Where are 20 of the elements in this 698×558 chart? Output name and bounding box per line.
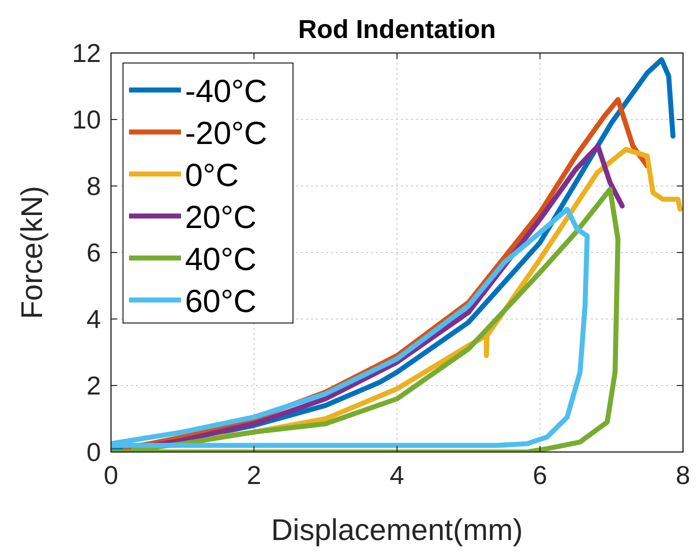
- y-tick-label: 0: [86, 437, 101, 467]
- x-axis-title: Displacement(mm): [271, 514, 523, 547]
- legend-label: 20°C: [185, 199, 256, 235]
- y-tick-label: 2: [86, 370, 101, 400]
- legend-label: 60°C: [185, 283, 256, 319]
- y-tick-label: 10: [72, 104, 101, 134]
- legend-label: -40°C: [185, 73, 268, 109]
- legend-label: -20°C: [185, 115, 268, 151]
- chart-title: Rod Indentation: [298, 14, 496, 44]
- y-tick-label: 6: [86, 238, 101, 268]
- x-tick-label: 6: [532, 460, 548, 490]
- y-tick-label: 8: [86, 171, 101, 201]
- legend-label: 40°C: [185, 241, 256, 277]
- x-tick-label: 8: [676, 460, 690, 490]
- y-axis-title: Force(kN): [16, 186, 49, 320]
- x-tick-label: 4: [390, 460, 404, 490]
- y-tick-label: 12: [72, 38, 101, 68]
- legend-label: 0°C: [185, 157, 239, 193]
- y-tick-label: 4: [86, 304, 101, 334]
- x-tick-label: 2: [246, 460, 262, 490]
